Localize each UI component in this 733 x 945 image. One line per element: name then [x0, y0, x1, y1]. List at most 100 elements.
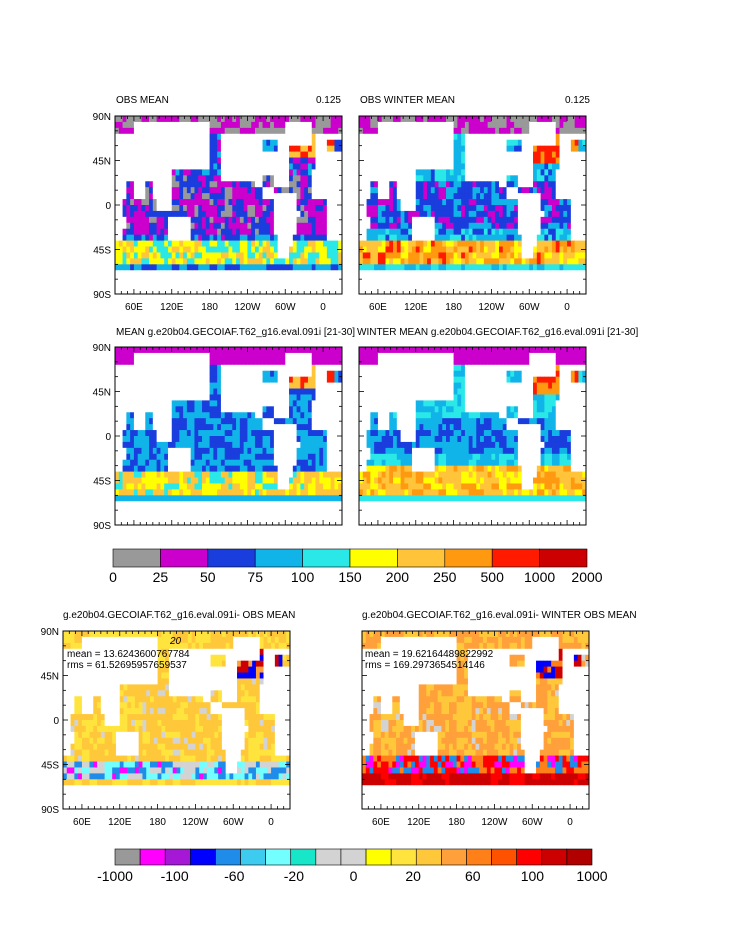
- map-cell: [311, 139, 316, 147]
- map-cell: [548, 276, 553, 283]
- map-cell: [551, 246, 557, 253]
- map-cell: [472, 163, 477, 170]
- map-cell: [289, 175, 294, 182]
- map-cell: [400, 157, 405, 164]
- map-cell: [536, 145, 541, 152]
- map-cell: [183, 418, 188, 425]
- map-cell: [179, 205, 184, 212]
- map-cell: [186, 258, 192, 265]
- map-cell: [289, 430, 294, 437]
- map-cell: [544, 270, 549, 277]
- map-cell: [529, 151, 534, 158]
- map-cell: [285, 412, 290, 419]
- map-cell: [160, 258, 165, 265]
- map-cell: [186, 216, 192, 224]
- map-cell: [311, 234, 316, 241]
- map-cell: [281, 145, 286, 152]
- map-cell: [220, 352, 226, 360]
- map-cell: [133, 441, 139, 449]
- map-cell: [377, 175, 383, 182]
- map-cell: [476, 216, 481, 224]
- map-cell: [194, 288, 199, 294]
- map-cell: [126, 175, 131, 182]
- map-cell: [296, 151, 301, 158]
- map-cell: [202, 418, 207, 425]
- map-cell: [510, 205, 515, 212]
- map-cell: [209, 157, 214, 164]
- map-cell: [506, 258, 511, 265]
- map-cell: [175, 424, 180, 431]
- map-cell: [330, 116, 335, 123]
- map-cell: [152, 157, 158, 164]
- map-cell: [334, 418, 339, 425]
- map-cell: [540, 163, 545, 170]
- map-cell: [164, 400, 169, 407]
- map-cell: [243, 382, 248, 389]
- map-cell: [266, 139, 271, 147]
- map-cell: [446, 139, 451, 147]
- map-cell: [171, 382, 176, 389]
- map-cell: [506, 163, 511, 170]
- map-cell: [381, 240, 386, 247]
- map-cell: [453, 193, 458, 200]
- map-cell: [167, 228, 173, 236]
- map-cell: [319, 181, 324, 188]
- map-cell: [338, 181, 342, 188]
- map-cell: [438, 240, 443, 247]
- map-cell: [251, 187, 256, 194]
- map-cell: [232, 418, 237, 425]
- map-cell: [461, 139, 466, 147]
- map-cell: [468, 270, 473, 277]
- map-cell: [186, 288, 192, 294]
- map-cell: [126, 453, 131, 461]
- map-cell: [453, 169, 458, 176]
- map-cell: [438, 121, 443, 129]
- map-cell: [326, 193, 332, 200]
- map-cell: [171, 276, 176, 283]
- map-cell: [186, 210, 192, 218]
- map-cell: [224, 264, 229, 271]
- map-cell: [130, 151, 135, 158]
- map-cell: [404, 210, 409, 218]
- map-cell: [498, 205, 504, 212]
- map-cell: [438, 228, 443, 236]
- map-cell: [130, 199, 135, 206]
- map-cell: [334, 252, 339, 259]
- map-cell: [289, 347, 294, 354]
- map-cell: [190, 240, 195, 247]
- map-cell: [551, 240, 557, 247]
- map-cell: [525, 228, 530, 236]
- map-cell: [495, 133, 500, 141]
- map-cell: [205, 193, 210, 200]
- map-cell: [126, 424, 131, 431]
- map-cell: [171, 364, 176, 372]
- map-cell: [285, 193, 290, 200]
- map-cell: [476, 133, 481, 141]
- map-cell: [156, 133, 161, 141]
- map-cell: [578, 246, 583, 253]
- map-cell: [175, 175, 180, 182]
- map-cell: [517, 187, 523, 194]
- map-cell: [300, 234, 305, 241]
- map-cell: [311, 424, 316, 431]
- map-cell: [446, 116, 451, 123]
- map-cell: [533, 270, 538, 277]
- map-cell: [334, 453, 339, 461]
- map-field: [115, 347, 342, 525]
- map-cell: [190, 370, 195, 378]
- map-cell: [330, 216, 335, 224]
- map-cell: [202, 199, 207, 206]
- map-cell: [381, 282, 386, 289]
- map-cell: [449, 216, 454, 224]
- map-cell: [209, 288, 214, 294]
- map-cell: [289, 210, 294, 218]
- map-cell: [262, 447, 267, 455]
- map-cell: [224, 364, 229, 372]
- map-cell: [300, 282, 305, 289]
- map-cell: [277, 270, 282, 277]
- map-cell: [502, 205, 507, 212]
- map-cell: [480, 252, 485, 259]
- map-cell: [190, 412, 195, 419]
- map-cell: [202, 282, 207, 289]
- map-cell: [442, 258, 447, 265]
